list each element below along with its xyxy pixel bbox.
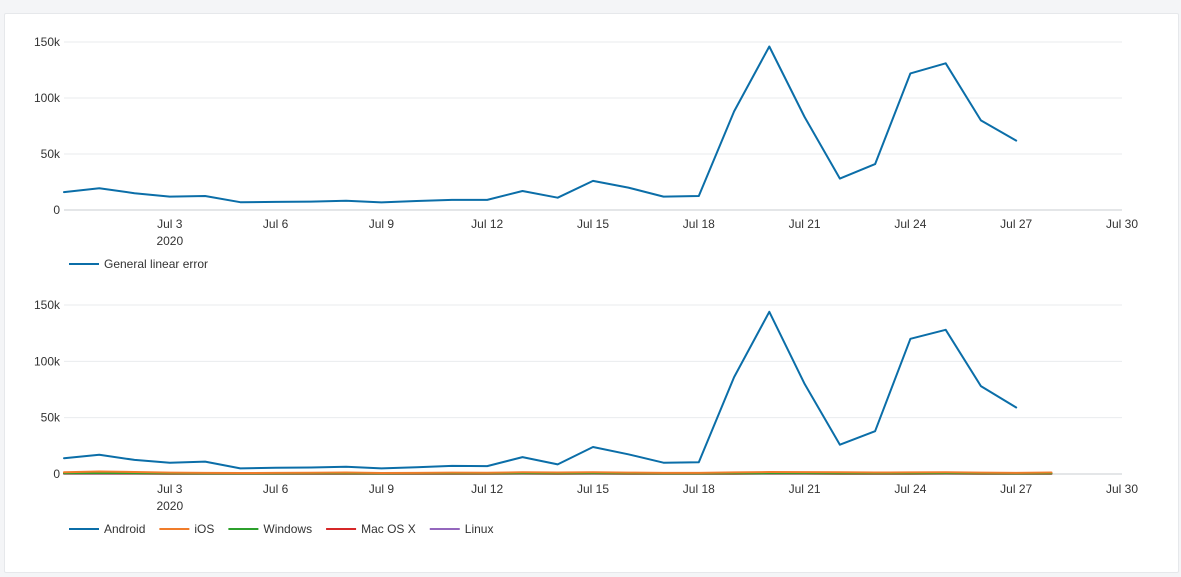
y-tick-label: 100k xyxy=(34,91,61,105)
x-tick-label: Jul 3 xyxy=(157,217,183,231)
y-tick-label: 0 xyxy=(53,203,60,217)
y-tick-label: 50k xyxy=(41,147,61,161)
x-tick-label: Jul 15 xyxy=(577,482,609,496)
chart-panel: 0 50k 100k 150k Jul 3 2020 Jul 6 Jul 9 Jul 12 Jul… xyxy=(4,13,1179,573)
legend-label-mac-os-x[interactable]: Mac OS X xyxy=(361,522,416,536)
legend-label-linux[interactable]: Linux xyxy=(465,522,494,536)
x-tick-label: Jul 12 xyxy=(471,482,503,496)
series-line-android xyxy=(64,312,1016,469)
x-tick-label: Jul 21 xyxy=(789,482,821,496)
x-year-label: 2020 xyxy=(156,499,183,513)
legend-label-ios[interactable]: iOS xyxy=(194,522,214,536)
series-line-ios xyxy=(64,472,1052,474)
series-line-general-linear-error xyxy=(64,47,1016,203)
y-tick-label: 50k xyxy=(41,411,61,425)
x-tick-label: Jul 18 xyxy=(683,217,715,231)
x-tick-label: Jul 24 xyxy=(894,482,926,496)
x-tick-label: Jul 27 xyxy=(1000,482,1032,496)
legend-label-windows[interactable]: Windows xyxy=(263,522,312,536)
y-tick-label: 100k xyxy=(34,354,61,368)
x-tick-label: Jul 24 xyxy=(894,217,926,231)
x-tick-label: Jul 15 xyxy=(577,217,609,231)
x-tick-label: Jul 30 xyxy=(1106,482,1138,496)
x-tick-label: Jul 9 xyxy=(369,482,395,496)
x-tick-label: Jul 9 xyxy=(369,217,395,231)
x-tick-label: Jul 21 xyxy=(789,217,821,231)
y-tick-label: 150k xyxy=(34,35,61,49)
legend-label-general-linear-error[interactable]: General linear error xyxy=(104,257,208,271)
legend-label-android[interactable]: Android xyxy=(104,522,145,536)
x-tick-label: Jul 3 xyxy=(157,482,183,496)
x-tick-label: Jul 27 xyxy=(1000,217,1032,231)
x-year-label: 2020 xyxy=(156,234,183,248)
x-tick-label: Jul 6 xyxy=(263,482,289,496)
x-tick-label: Jul 30 xyxy=(1106,217,1138,231)
x-tick-label: Jul 6 xyxy=(263,217,289,231)
y-tick-label: 150k xyxy=(34,298,61,312)
x-tick-label: Jul 12 xyxy=(471,217,503,231)
charts-svg: 0 50k 100k 150k Jul 3 2020 Jul 6 Jul 9 Jul 12 Jul… xyxy=(5,14,1178,572)
y-tick-label: 0 xyxy=(53,467,60,481)
x-tick-label: Jul 18 xyxy=(683,482,715,496)
